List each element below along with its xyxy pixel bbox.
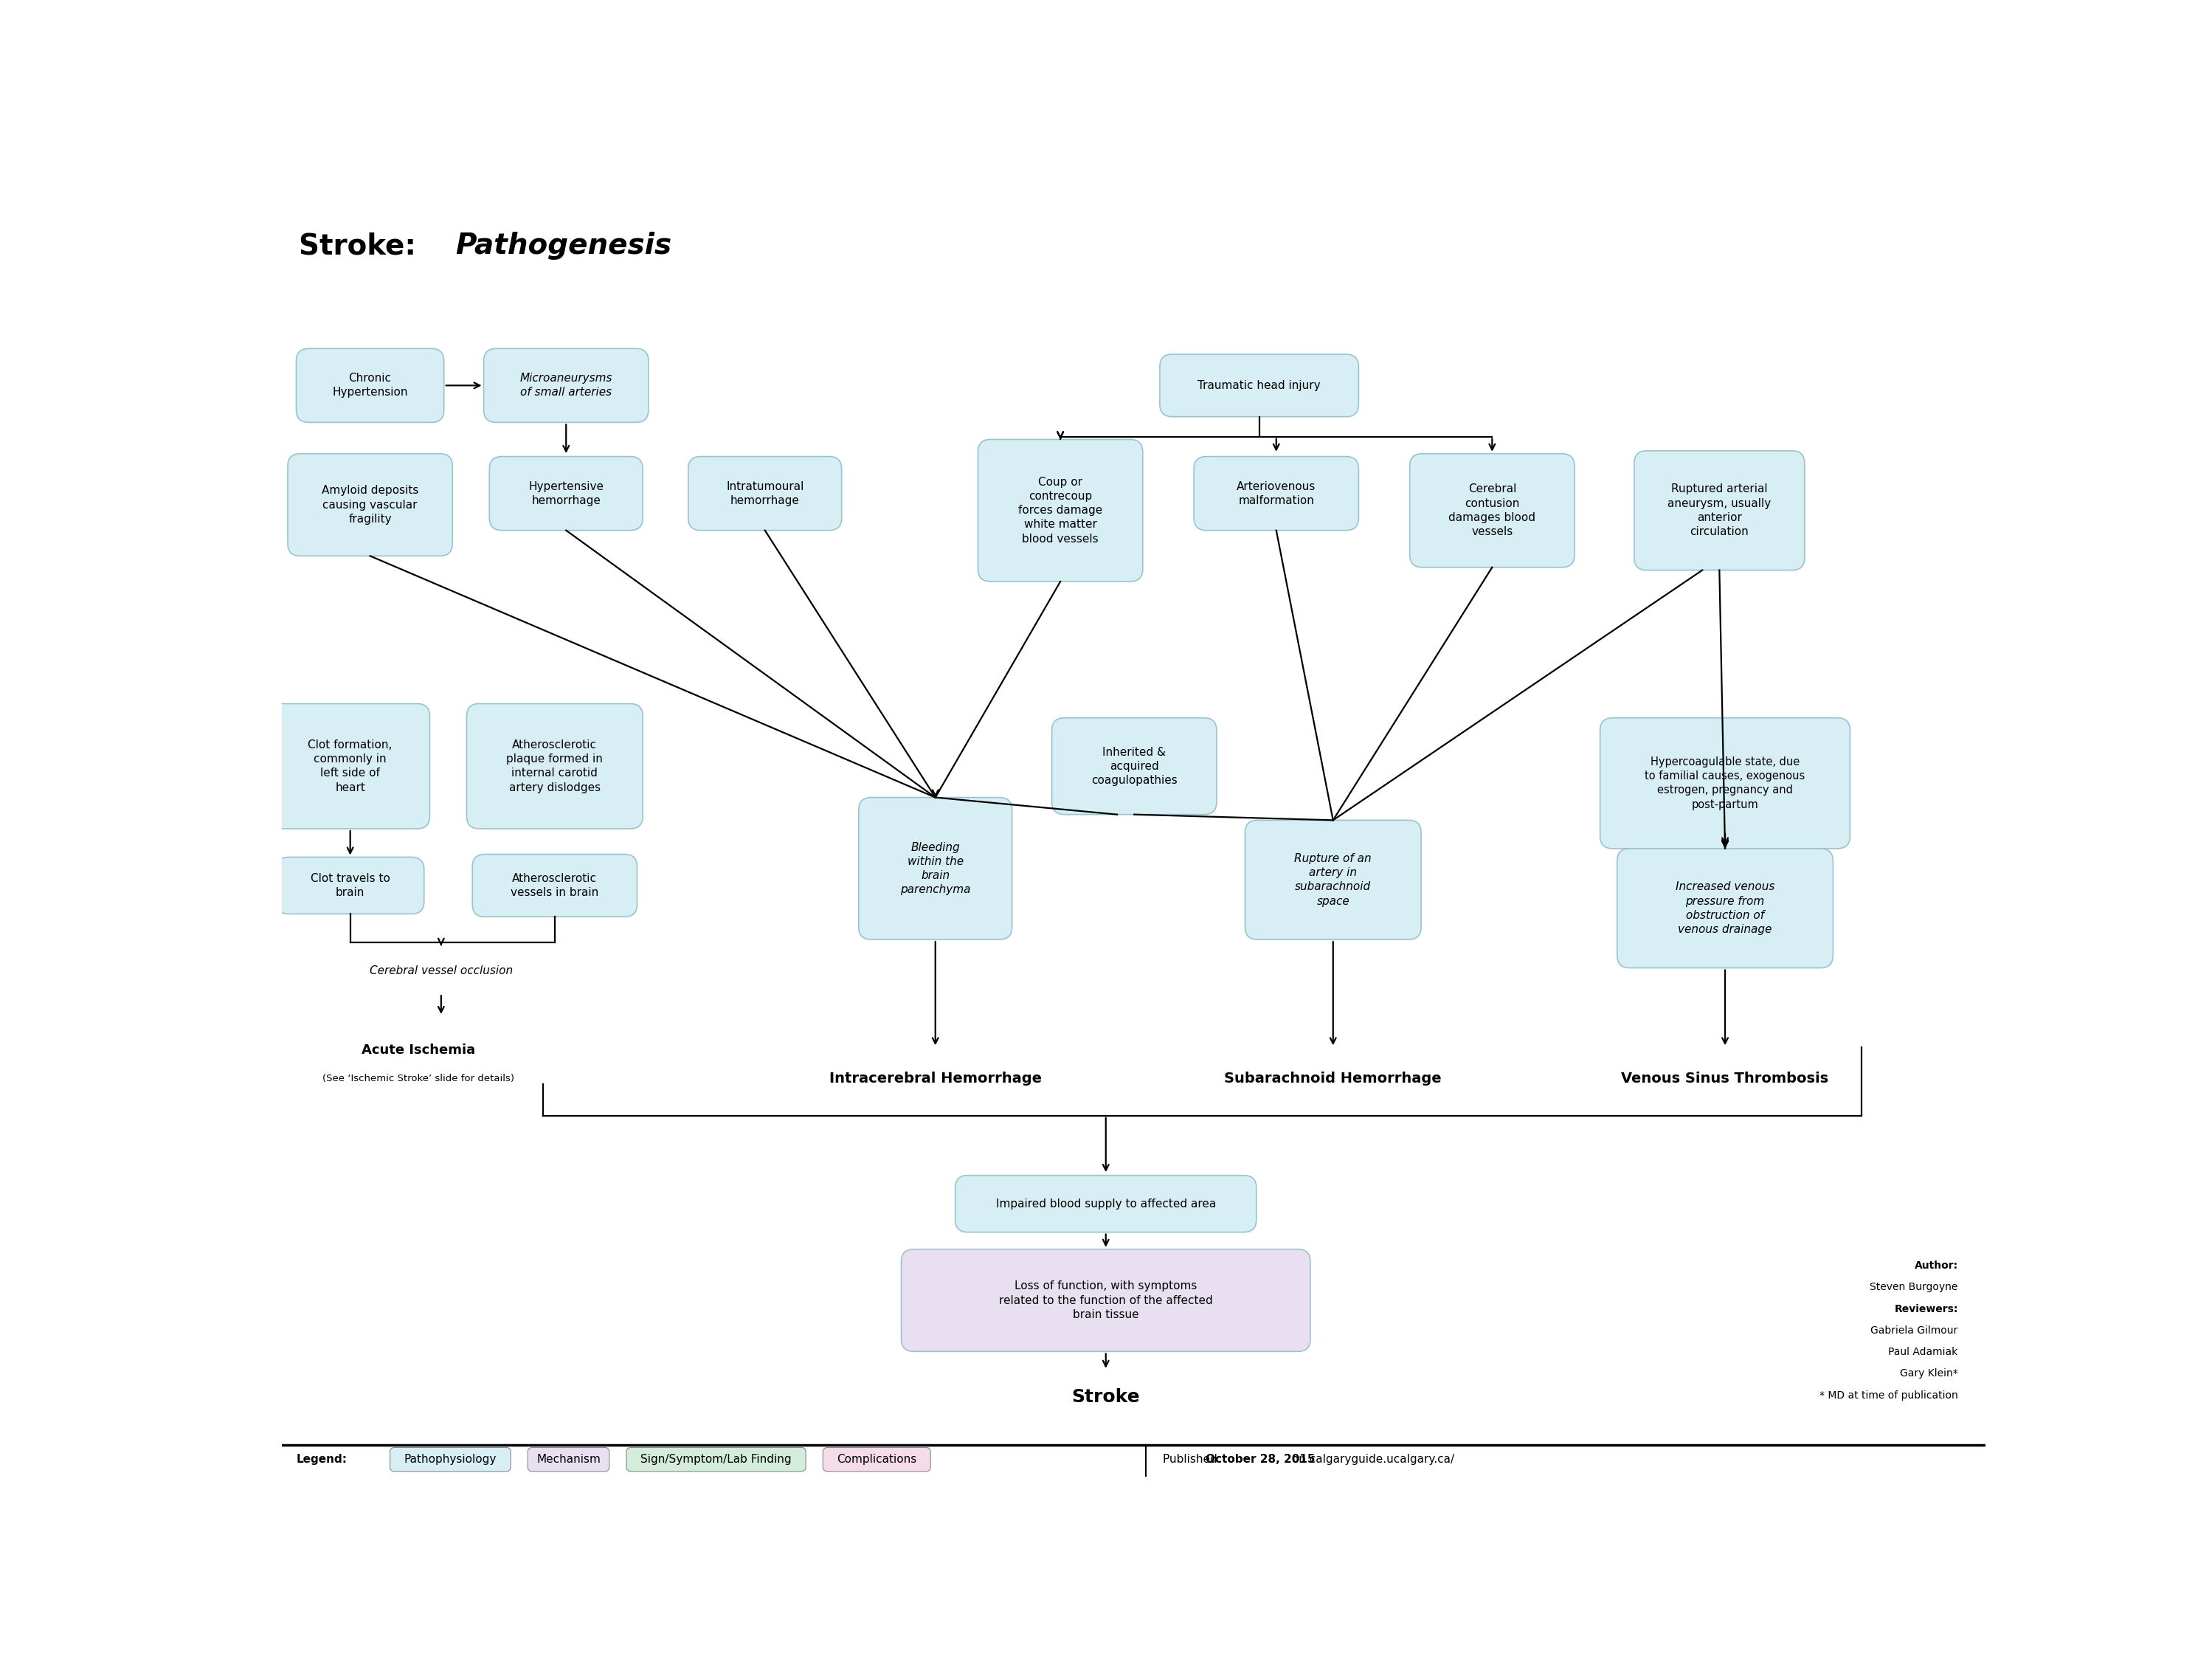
FancyBboxPatch shape (473, 854, 637, 917)
FancyBboxPatch shape (1053, 718, 1217, 815)
Text: Intratumoural
hemorrhage: Intratumoural hemorrhage (726, 481, 803, 506)
FancyBboxPatch shape (688, 456, 841, 531)
FancyBboxPatch shape (288, 453, 453, 556)
Text: Arteriovenous
malformation: Arteriovenous malformation (1237, 481, 1316, 506)
FancyBboxPatch shape (1159, 355, 1358, 416)
Text: Published: Published (1164, 1453, 1221, 1465)
Text: Impaired blood supply to affected area: Impaired blood supply to affected area (995, 1198, 1217, 1209)
FancyBboxPatch shape (1409, 453, 1575, 567)
Text: Microaneurysms
of small arteries: Microaneurysms of small arteries (520, 373, 613, 398)
Text: Pathogenesis: Pathogenesis (456, 232, 672, 260)
Text: Inherited &
acquired
coagulopathies: Inherited & acquired coagulopathies (1091, 747, 1177, 786)
FancyBboxPatch shape (1617, 849, 1834, 967)
Text: Subarachnoid Hemorrhage: Subarachnoid Hemorrhage (1225, 1072, 1442, 1085)
FancyBboxPatch shape (626, 1448, 805, 1472)
Text: on calgaryguide.ucalgary.ca/: on calgaryguide.ucalgary.ca/ (1287, 1453, 1453, 1465)
Text: Gabriela Gilmour: Gabriela Gilmour (1871, 1326, 1958, 1335)
Text: Clot formation,
commonly in
left side of
heart: Clot formation, commonly in left side of… (307, 740, 392, 793)
FancyBboxPatch shape (296, 348, 445, 423)
Text: Gary Klein*: Gary Klein* (1900, 1369, 1958, 1379)
FancyBboxPatch shape (1197, 1047, 1469, 1110)
Text: (See ‘Ischemic Stroke’ slide for details): (See ‘Ischemic Stroke’ slide for details… (323, 1073, 515, 1083)
Text: Bleeding
within the
brain
parenchyma: Bleeding within the brain parenchyma (900, 841, 971, 896)
FancyBboxPatch shape (978, 440, 1144, 582)
FancyBboxPatch shape (823, 1448, 931, 1472)
Text: Author:: Author: (1913, 1261, 1958, 1271)
FancyBboxPatch shape (1245, 820, 1420, 939)
Text: Paul Adamiak: Paul Adamiak (1889, 1347, 1958, 1357)
Text: Traumatic head injury: Traumatic head injury (1197, 380, 1321, 392)
Text: Atherosclerotic
vessels in brain: Atherosclerotic vessels in brain (511, 873, 599, 898)
Text: Cerebral vessel occlusion: Cerebral vessel occlusion (369, 966, 513, 975)
Text: Stroke: Stroke (1071, 1389, 1139, 1405)
Text: Reviewers:: Reviewers: (1893, 1304, 1958, 1314)
Text: Clot travels to
brain: Clot travels to brain (310, 873, 389, 898)
FancyBboxPatch shape (1194, 456, 1358, 531)
Text: Ruptured arterial
aneurysm, usually
anterior
circulation: Ruptured arterial aneurysm, usually ante… (1668, 484, 1772, 538)
Text: Sign/Symptom/Lab Finding: Sign/Symptom/Lab Finding (641, 1453, 792, 1465)
FancyBboxPatch shape (1595, 1047, 1856, 1110)
Text: Coup or
contrecoup
forces damage
white matter
blood vessels: Coup or contrecoup forces damage white m… (1018, 476, 1102, 544)
Text: Increased venous
pressure from
obstruction of
venous drainage: Increased venous pressure from obstructi… (1674, 881, 1774, 936)
Text: * MD at time of publication: * MD at time of publication (1820, 1390, 1958, 1400)
Text: Intracerebral Hemorrhage: Intracerebral Hemorrhage (830, 1072, 1042, 1085)
FancyBboxPatch shape (807, 1047, 1064, 1110)
FancyBboxPatch shape (290, 1017, 546, 1085)
Text: Complications: Complications (836, 1453, 916, 1465)
FancyBboxPatch shape (389, 1448, 511, 1472)
Text: Mechanism: Mechanism (538, 1453, 599, 1465)
FancyBboxPatch shape (529, 1448, 608, 1472)
Text: Pathophysiology: Pathophysiology (405, 1453, 495, 1465)
FancyBboxPatch shape (1035, 1372, 1177, 1422)
Text: Atherosclerotic
plaque formed in
internal carotid
artery dislodges: Atherosclerotic plaque formed in interna… (507, 740, 604, 793)
Text: October 28, 2015: October 28, 2015 (1206, 1453, 1316, 1465)
FancyBboxPatch shape (467, 703, 644, 830)
Text: Amyloid deposits
causing vascular
fragility: Amyloid deposits causing vascular fragil… (321, 484, 418, 524)
Text: Legend:: Legend: (296, 1453, 347, 1465)
Text: Loss of function, with symptoms
related to the function of the affected
brain ti: Loss of function, with symptoms related … (1000, 1281, 1212, 1321)
Text: Venous Sinus Thrombosis: Venous Sinus Thrombosis (1621, 1072, 1829, 1085)
Text: Steven Burgoyne: Steven Burgoyne (1869, 1282, 1958, 1292)
FancyBboxPatch shape (900, 1249, 1310, 1352)
Text: Stroke:: Stroke: (299, 232, 427, 260)
Text: Rupture of an
artery in
subarachnoid
space: Rupture of an artery in subarachnoid spa… (1294, 853, 1371, 906)
FancyBboxPatch shape (341, 947, 540, 994)
FancyBboxPatch shape (1599, 718, 1849, 849)
FancyBboxPatch shape (270, 703, 429, 830)
FancyBboxPatch shape (276, 858, 425, 914)
Text: Hypercoagulable state, due
to familial causes, exogenous
estrogen, pregnancy and: Hypercoagulable state, due to familial c… (1646, 757, 1805, 810)
FancyBboxPatch shape (290, 1062, 546, 1097)
Text: Acute Ischemia: Acute Ischemia (361, 1044, 476, 1057)
Text: Hypertensive
hemorrhage: Hypertensive hemorrhage (529, 481, 604, 506)
Text: Cerebral
contusion
damages blood
vessels: Cerebral contusion damages blood vessels (1449, 484, 1535, 538)
FancyBboxPatch shape (489, 456, 644, 531)
FancyBboxPatch shape (858, 798, 1013, 939)
Text: Chronic
Hypertension: Chronic Hypertension (332, 373, 407, 398)
FancyBboxPatch shape (956, 1175, 1256, 1233)
FancyBboxPatch shape (1635, 451, 1805, 571)
FancyBboxPatch shape (484, 348, 648, 423)
